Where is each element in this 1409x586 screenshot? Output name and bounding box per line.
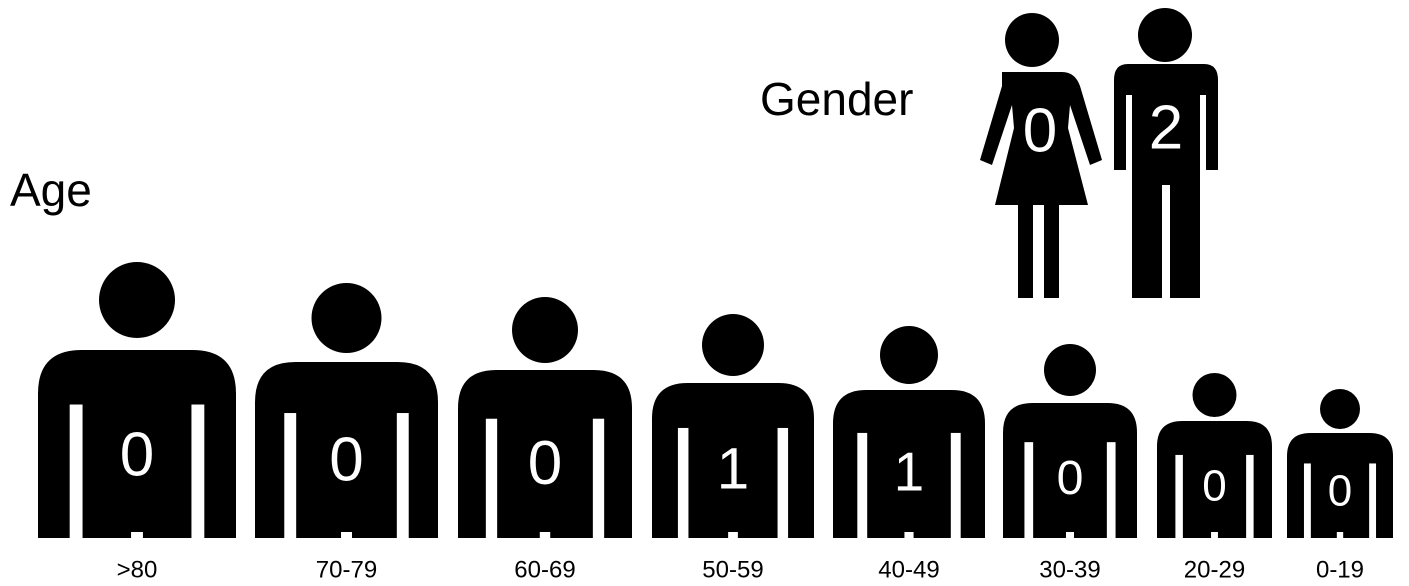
female-figure [980,13,1102,298]
age-count: 0 [1328,467,1352,516]
person-body [38,350,236,538]
person-body [1287,433,1393,538]
age-title: Age [10,164,92,216]
leg-gap [728,532,738,538]
male-figure [1114,8,1218,298]
person-head [311,283,382,353]
age-count: 0 [1202,461,1226,510]
person-body [833,390,985,538]
leg-gap [1211,532,1218,538]
person-figure [833,326,985,538]
leg-gap [539,532,551,538]
person-head [1192,373,1237,417]
arm-gap [1369,463,1377,538]
male-count: 2 [1149,93,1183,162]
person-figure [38,262,236,538]
age-label: 30-39 [1039,556,1100,583]
age-label: 20-29 [1184,556,1245,583]
arm-gap [1175,454,1183,538]
age-label: 50-59 [702,556,763,583]
arm-gap [1303,463,1311,538]
person-figure [255,283,438,538]
person-body [652,383,814,538]
arm-gap [191,404,205,538]
age-label: 40-49 [878,556,939,583]
person-body [458,370,632,538]
person-figure [1157,373,1272,538]
person-figure [458,297,632,538]
arm-gap [284,413,297,538]
age-count: 1 [894,440,924,502]
leg-gap [341,532,352,538]
leg-gap [904,532,914,538]
person-body [1157,421,1272,538]
arm-gap [1246,454,1254,538]
arm-gap [485,418,498,538]
person-figure [652,314,814,538]
person-head [99,262,175,338]
person-head [880,326,938,384]
arm-gap [1024,442,1034,538]
age-count: 0 [120,420,154,489]
person-head [512,297,578,363]
leg-gap [1065,532,1075,538]
arm-gap [1106,442,1116,538]
person-head [1320,389,1360,429]
leg-gap [1336,532,1344,538]
arm-gap [777,427,789,538]
age-label: >80 [117,556,158,583]
person-body [1003,403,1137,538]
arm-gap [396,413,409,538]
arm-gap [69,404,83,538]
person-head [702,314,764,376]
person-figure [1287,389,1393,538]
person-figure [1003,344,1137,538]
female-count: 0 [1023,96,1057,165]
arm-gap [950,432,961,538]
age-count: 1 [717,436,749,501]
arm-gap [592,418,605,538]
age-label: 60-69 [514,556,575,583]
age-label: 70-79 [316,556,377,583]
age-count: 0 [528,429,562,498]
person-body [255,362,438,538]
leg-gap [131,532,143,538]
person-head [1044,344,1096,396]
arm-gap [857,432,868,538]
age-label: 0-19 [1316,556,1364,583]
age-count: 0 [329,425,363,494]
age-count: 0 [1057,451,1084,505]
gender-title: Gender [760,73,913,125]
arm-gap [677,427,689,538]
